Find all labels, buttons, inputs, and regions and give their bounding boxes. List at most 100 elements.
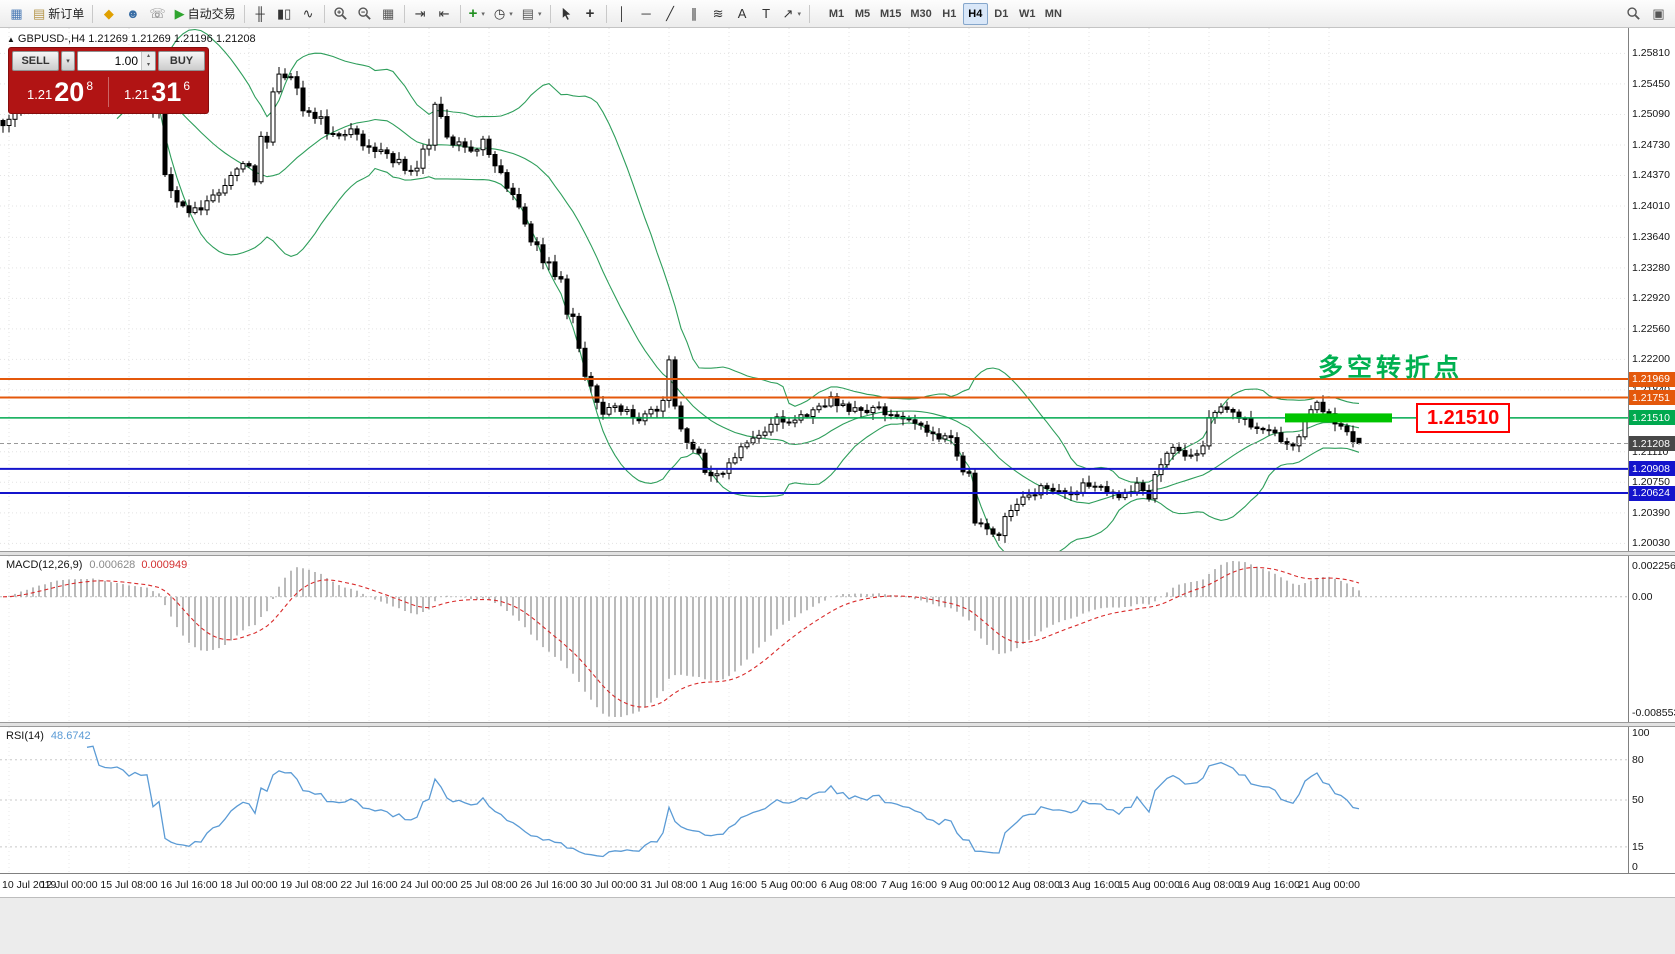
volume-up-icon[interactable]: ▴ [142, 52, 155, 61]
time-axis-label: 30 Jul 00:00 [580, 879, 638, 891]
templates-icon-glyph: ▤ [521, 6, 535, 21]
order-options-dropdown[interactable]: ▾ [61, 51, 75, 71]
zoom-out-icon[interactable] [353, 3, 376, 25]
timeframe-h1-button[interactable]: H1 [937, 3, 962, 25]
indicators-icon[interactable]: + ▾ [465, 3, 489, 25]
rsi-canvas[interactable] [0, 727, 1628, 873]
time-axis-label: 6 Aug 08:00 [820, 879, 878, 891]
toolbar-separator [605, 4, 607, 23]
text-icon[interactable]: A [731, 3, 754, 25]
rsi-pane[interactable]: RSI(14) 48.6742 [0, 727, 1628, 873]
buy-price-big: 31 [151, 76, 182, 107]
market-watch-icon[interactable]: ◆ [97, 3, 120, 25]
auto-scroll-icon[interactable]: ⇥ [409, 3, 432, 25]
toolbar-separator [92, 4, 94, 23]
rsi-name: RSI(14) [6, 730, 44, 742]
horizontal-line-icon[interactable]: ─ [635, 3, 658, 25]
crosshair-icon[interactable]: + [579, 3, 602, 25]
level-price-label[interactable]: 1.21510 [1416, 403, 1511, 433]
candlestick-chart-icon-glyph: ▮▯ [276, 6, 292, 21]
timeframe-m30-button[interactable]: M30 [906, 3, 935, 25]
support-icon-glyph: ☏ [149, 6, 166, 21]
time-axis-label: 24 Jul 00:00 [400, 879, 458, 891]
macd-canvas[interactable] [0, 556, 1628, 722]
vertical-line-icon-glyph: │ [617, 6, 627, 21]
turning-point-annotation[interactable]: 多空转折点 [1318, 354, 1464, 382]
new-order-button[interactable]: ▤ 新订单 [29, 3, 88, 25]
macd-axis-max: 0.002256 [1632, 560, 1675, 572]
profile-icon-glyph: ☻ [125, 6, 140, 21]
timeframe-h4-button[interactable]: H4 [962, 2, 988, 25]
main-chart-canvas[interactable] [0, 28, 1628, 551]
pane-divider[interactable] [0, 722, 1675, 727]
tile-windows-icon-glyph: ▦ [381, 6, 395, 21]
autotrading-button[interactable]: ▶ 自动交易 [171, 3, 240, 25]
rsi-axis-label: 80 [1632, 753, 1644, 766]
chart-window-icon[interactable]: ▦ [5, 3, 28, 25]
buy-price-prefix: 1.21 [123, 86, 150, 102]
cursor-icon[interactable] [555, 3, 578, 25]
zoom-in-icon[interactable] [329, 3, 352, 25]
price-axis-label: 1.24730 [1632, 138, 1670, 151]
arrows-icon[interactable]: ↗ ▾ [779, 3, 805, 25]
volume-input[interactable] [78, 52, 141, 70]
price-axis-label: 1.25810 [1632, 47, 1670, 60]
templates-icon[interactable]: ▤ ▾ [518, 3, 546, 25]
trade-panel-divider [108, 77, 109, 107]
periods-icon[interactable]: ◷ ▾ [490, 3, 517, 25]
search-icon[interactable] [1622, 3, 1645, 25]
line-chart-icon[interactable]: ∿ [297, 3, 320, 25]
sell-button[interactable]: SELL [12, 51, 59, 71]
buy-button[interactable]: BUY [158, 51, 205, 71]
autotrading-button-label: 自动交易 [187, 7, 236, 21]
line-chart-icon-glyph: ∿ [302, 6, 314, 21]
label-icon-glyph: T [762, 6, 771, 21]
horizontal-line-icon-glyph: ─ [641, 6, 651, 21]
toolbar-separator [323, 4, 325, 23]
label-icon[interactable]: T [755, 3, 778, 25]
ohlc-bars-icon[interactable]: ╫ [249, 3, 272, 25]
candlestick-chart-icon[interactable]: ▮▯ [273, 3, 296, 25]
pane-divider[interactable] [0, 551, 1675, 556]
new-window-icon-glyph: ▣ [1652, 6, 1665, 21]
new-window-icon[interactable]: ▣ [1647, 3, 1670, 25]
timeframe-w1-button[interactable]: W1 [1015, 3, 1040, 25]
price-axis-label: 1.23640 [1632, 231, 1670, 244]
volume-down-icon[interactable]: ▾ [142, 61, 155, 70]
profile-icon[interactable]: ☻ [121, 3, 144, 25]
chart-window-icon-glyph: ▦ [10, 6, 23, 21]
indicators-icon-glyph: + [468, 5, 478, 22]
trendline-icon[interactable]: ╱ [659, 3, 682, 25]
macd-signal-value: 0.000949 [141, 559, 188, 571]
main-chart-pane[interactable]: ▲ GBPUSD-,H4 1.21269 1.21269 1.21196 1.21… [0, 28, 1628, 551]
sell-price-pipette: 8 [86, 78, 94, 93]
price-axis-label: 1.24010 [1632, 200, 1670, 212]
macd-pane[interactable]: MACD(12,26,9) 0.000628 0.000949 [0, 556, 1628, 722]
tile-windows-icon[interactable]: ▦ [377, 3, 400, 25]
timeframe-m15-button[interactable]: M15 [876, 3, 905, 25]
channel-icon[interactable]: ∥ [683, 3, 706, 25]
rsi-label: RSI(14) 48.6742 [6, 730, 91, 742]
timeframe-d1-button[interactable]: D1 [989, 3, 1014, 25]
rsi-axis-label: 0 [1632, 861, 1638, 873]
time-axis-label: 26 Jul 16:00 [520, 879, 578, 891]
periods-icon-glyph: ◷ [493, 6, 506, 21]
time-axis[interactable]: 10 Jul 2019 12 Jul 00:00 15 Jul 08:00 16 Ju… [0, 873, 1675, 897]
vertical-line-icon[interactable]: │ [611, 3, 634, 25]
timeframe-m1-button[interactable]: M1 [824, 3, 849, 25]
time-axis-label: 21 Aug 00:00 [1298, 879, 1360, 891]
buy-price[interactable]: 1.21 31 6 [109, 76, 205, 107]
sell-price[interactable]: 1.21 20 8 [12, 78, 108, 106]
macd-name: MACD(12,26,9) [6, 559, 83, 571]
price-axis-tag: 1.20908 [1629, 461, 1675, 477]
timeframe-m5-button[interactable]: M5 [850, 3, 875, 25]
price-axis-tag: 1.21969 [1629, 371, 1675, 387]
support-icon[interactable]: ☏ [145, 3, 169, 25]
chart-shift-icon[interactable]: ⇤ [433, 3, 456, 25]
time-axis-label: 22 Jul 16:00 [340, 879, 398, 891]
time-axis-label: 18 Jul 00:00 [220, 879, 278, 891]
fibonacci-icon[interactable]: ≋ [707, 3, 730, 25]
macd-axis-zero: 0.00 [1632, 590, 1653, 603]
timeframe-mn-button[interactable]: MN [1041, 3, 1066, 25]
price-axis[interactable]: 1.25810 1.25450 1.25090 1.24730 1.24370 1.240… [1628, 28, 1675, 873]
